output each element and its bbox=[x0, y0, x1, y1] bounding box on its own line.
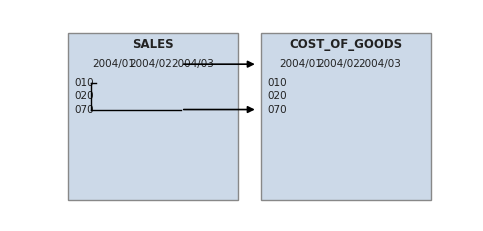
FancyBboxPatch shape bbox=[68, 33, 238, 200]
Text: 010: 010 bbox=[267, 78, 286, 88]
Text: 2004/02: 2004/02 bbox=[129, 59, 172, 69]
Text: 2004/02: 2004/02 bbox=[317, 59, 360, 69]
Text: 010: 010 bbox=[74, 78, 94, 88]
Text: SALES: SALES bbox=[132, 38, 174, 51]
Text: 2004/01: 2004/01 bbox=[279, 59, 322, 69]
Text: 2004/01: 2004/01 bbox=[92, 59, 135, 69]
Text: 020: 020 bbox=[74, 91, 94, 101]
Text: 2004/03: 2004/03 bbox=[358, 59, 401, 69]
FancyBboxPatch shape bbox=[261, 33, 431, 200]
Text: 020: 020 bbox=[267, 91, 286, 101]
Text: 070: 070 bbox=[74, 105, 94, 115]
Text: COST_OF_GOODS: COST_OF_GOODS bbox=[289, 38, 402, 51]
Text: 070: 070 bbox=[267, 105, 286, 115]
Text: 2004/03: 2004/03 bbox=[171, 59, 213, 69]
